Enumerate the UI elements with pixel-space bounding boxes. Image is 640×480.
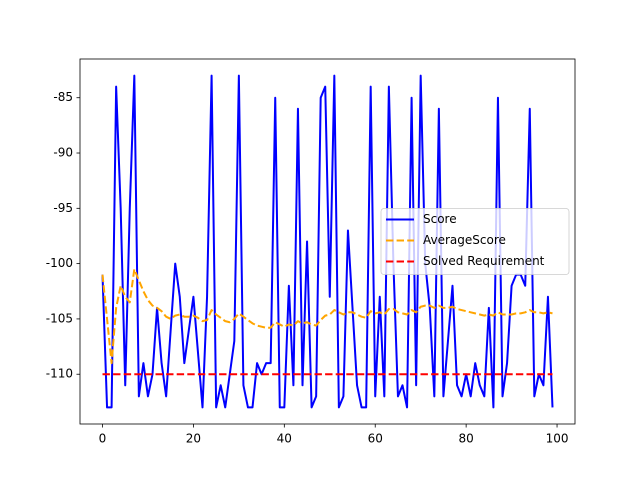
legend-label: Score [423, 212, 457, 226]
series-line [101, 268, 553, 365]
plot-frame [79, 58, 576, 425]
y-tick-label: -90 [53, 146, 73, 160]
x-tick-label: 40 [277, 432, 292, 446]
legend-label: Solved Requirement [423, 254, 545, 268]
x-tick-label: 60 [368, 432, 383, 446]
y-tick-label: -100 [46, 256, 73, 270]
x-tick-label: 100 [546, 432, 569, 446]
legend-label: AverageScore [423, 233, 506, 247]
y-tick-label: -105 [46, 311, 73, 325]
y-tick-label: -110 [46, 367, 73, 381]
y-tick-label: -85 [53, 90, 73, 104]
x-tick-label: 20 [186, 432, 201, 446]
legend-box [380, 208, 570, 275]
x-tick-label: 0 [99, 432, 107, 446]
x-tick-label: 80 [458, 432, 473, 446]
y-tick-label: -95 [53, 201, 73, 215]
